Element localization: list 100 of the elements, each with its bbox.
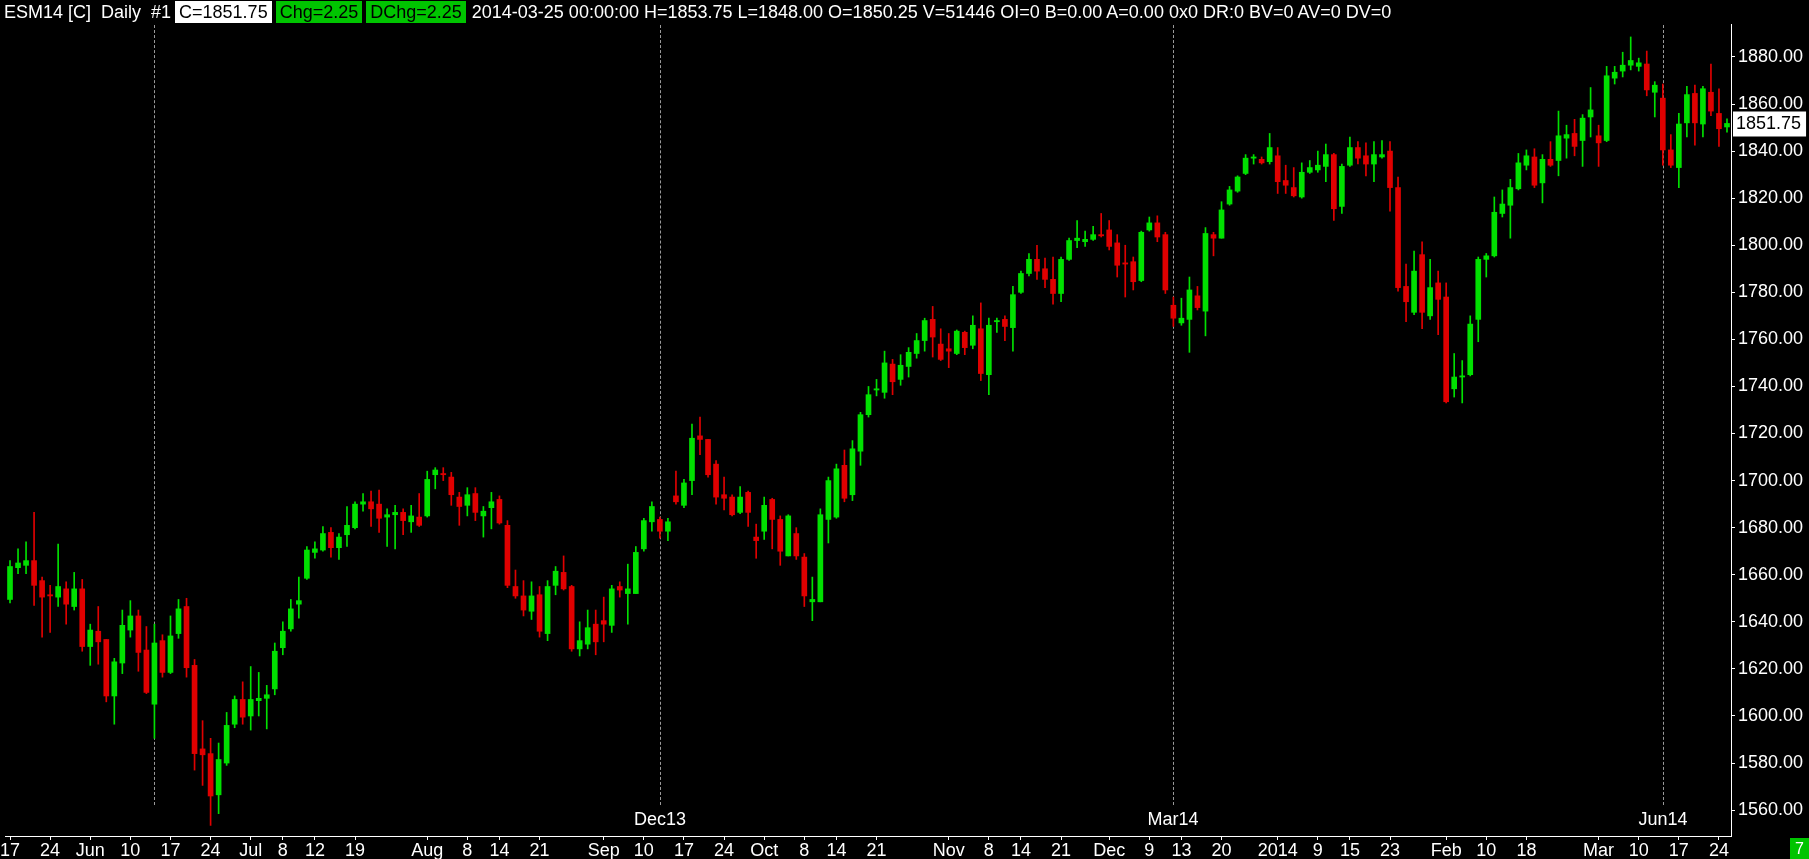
x-tick-label: 24	[1708, 839, 1729, 859]
candlestick	[15, 548, 21, 574]
y-tick-label: 1820.00	[1738, 187, 1804, 208]
x-tick-label: Feb	[1430, 839, 1462, 859]
candlestick	[1082, 230, 1088, 247]
x-tick-label: 10	[120, 839, 141, 859]
annotation: Mar14	[1147, 809, 1199, 829]
candlestick	[392, 504, 398, 550]
x-tick-label: 24	[714, 839, 735, 859]
text: 1851.75	[1736, 113, 1802, 134]
x-tick-label: 14	[489, 839, 510, 859]
candlestick	[673, 470, 679, 505]
candlestick	[1627, 36, 1634, 71]
x-tick-label: 8	[277, 839, 288, 859]
x-tick-label: 14	[826, 839, 847, 859]
candlestick	[440, 467, 447, 481]
candlestick	[47, 585, 53, 633]
y-tick-label: 1620.00	[1738, 657, 1804, 678]
x-tick-label: Sep	[587, 839, 620, 859]
candlestick	[945, 333, 952, 368]
x-tick-label: 10	[633, 839, 654, 859]
x-tick-label: 15	[1339, 839, 1360, 859]
x-tick-label: 24	[40, 839, 61, 859]
candlestick	[1724, 118, 1730, 133]
candlestick	[753, 523, 759, 559]
y-tick-label: 1680.00	[1738, 516, 1804, 537]
candlestick	[408, 504, 414, 533]
y-tick-label: 1700.00	[1738, 469, 1804, 490]
candlestick	[23, 541, 29, 574]
y-tick-label: 1800.00	[1738, 234, 1804, 255]
y-tick-label: 1860.00	[1738, 92, 1804, 113]
candlestick	[1619, 51, 1626, 78]
candlestick	[1098, 213, 1104, 238]
x-tick-label: 17	[160, 839, 181, 859]
y-tick-label: 1740.00	[1738, 375, 1804, 396]
y-tick-label: 1840.00	[1738, 140, 1804, 161]
x-tick-label: 8	[799, 839, 810, 859]
candlestick	[1282, 164, 1289, 194]
text: C=1851.75	[175, 1, 272, 23]
y-tick-label: 1600.00	[1738, 704, 1804, 725]
x-tick-label: 21	[866, 839, 887, 859]
x-tick-label: 17	[673, 839, 694, 859]
candlestick	[344, 506, 350, 547]
y-tick-label: 1780.00	[1738, 281, 1804, 302]
x-tick-label: Jul	[239, 839, 263, 859]
x-tick-label: 21	[529, 839, 550, 859]
text: Chg=2.25	[275, 1, 363, 23]
candlestick	[95, 606, 102, 665]
chart-title: ESM14 [C] Daily #1	[4, 1, 172, 23]
x-tick-label: 21	[1051, 839, 1072, 859]
y-tick-label: 1560.00	[1738, 799, 1804, 820]
y-tick-label: 1580.00	[1738, 752, 1804, 773]
x-tick-label: Dec	[1093, 839, 1126, 859]
candlestick	[697, 416, 703, 456]
candlestick	[384, 508, 390, 547]
candlestick	[1371, 141, 1377, 183]
annotation: Dec13	[633, 809, 687, 829]
candlestick	[312, 541, 318, 559]
x-tick-label: Oct	[750, 839, 779, 859]
text: 2014-03-25 00:00:00 H=1853.75 L=1848.00 O=1850.25 V=51446 OI=0 B=0.00 A=0.00 0x0 DR:0 BV=0 AV=0 DV=0	[470, 1, 1393, 23]
candlestick	[368, 490, 374, 527]
y-tick-label: 1760.00	[1738, 328, 1804, 349]
x-tick-label: 12	[304, 839, 325, 859]
x-tick-label: Jun	[75, 839, 105, 859]
x-tick-label: 18	[1516, 839, 1537, 859]
candlestick	[721, 476, 727, 511]
x-tick-label: 17	[0, 839, 21, 859]
candlestick	[432, 467, 439, 490]
y-tick-label: 1660.00	[1738, 563, 1804, 584]
candlestick	[263, 685, 270, 730]
candlestick	[360, 493, 366, 512]
x-tick-label: 23	[1380, 839, 1401, 859]
y-tick-label: 1720.00	[1738, 422, 1804, 443]
y-tick-label: 1640.00	[1738, 610, 1804, 631]
candlestick	[616, 581, 623, 598]
x-tick-label: 2014	[1257, 839, 1298, 859]
x-tick-label: Mar	[1583, 839, 1615, 859]
x-tick-label: Aug	[411, 839, 444, 859]
x-tick-label: 8	[983, 839, 994, 859]
annotation: Jun14	[1638, 809, 1688, 829]
x-tick-label: 10	[1628, 839, 1649, 859]
x-tick-label: Nov	[932, 839, 965, 859]
candlestick	[296, 576, 302, 619]
candlestick	[55, 543, 61, 607]
x-tick-label: 13	[1171, 839, 1192, 859]
x-tick-label: 14	[1010, 839, 1031, 859]
candlestick	[255, 672, 262, 717]
x-tick-label: 9	[1312, 839, 1323, 859]
x-tick-label: 20	[1211, 839, 1232, 859]
x-tick-label: 24	[200, 839, 221, 859]
candlestick	[624, 563, 631, 625]
candlestick	[1314, 150, 1321, 173]
candlestick	[1651, 81, 1658, 118]
text: DChg=2.25	[366, 1, 466, 23]
x-tick-label: 19	[345, 839, 366, 859]
x-tick-label: 10	[1476, 839, 1497, 859]
candlestick	[1379, 140, 1385, 159]
candlestick	[994, 317, 1000, 333]
candlestick	[1483, 253, 1490, 278]
text: 7	[1790, 838, 1809, 859]
